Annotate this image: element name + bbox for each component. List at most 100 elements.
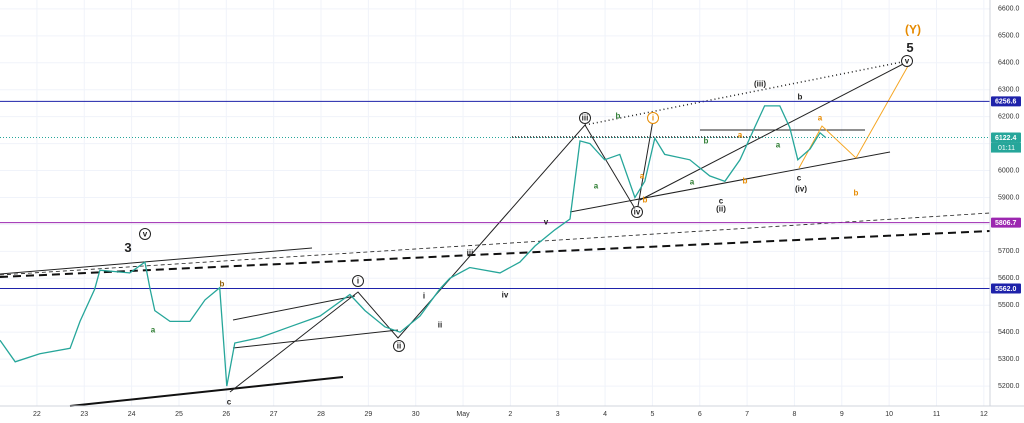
y-tick-label: 6500.0 <box>998 33 1020 40</box>
wave-label: b <box>854 189 859 198</box>
wave-label: iv <box>502 291 509 300</box>
trendline <box>569 151 891 213</box>
trendline <box>69 376 344 407</box>
trendline <box>0 212 991 276</box>
y-tick-label: 6300.0 <box>998 87 1020 94</box>
price-tag-label: 6256.6 <box>995 99 1017 106</box>
channel-line <box>232 295 356 321</box>
channel-line <box>232 329 399 349</box>
x-tick-label: 27 <box>270 411 278 418</box>
annotation-circle <box>631 206 643 218</box>
price-tag-label: 6122.4 <box>995 135 1017 142</box>
annotation-circle <box>352 275 364 287</box>
y-tick-label: 5500.0 <box>998 302 1020 309</box>
x-tick-label: 26 <box>222 411 230 418</box>
trendline <box>0 230 991 278</box>
y-tick-label: 5900.0 <box>998 194 1020 201</box>
wave-label: iv <box>634 208 641 217</box>
y-tick-label: 5200.0 <box>998 383 1020 390</box>
y-tick-label: 6600.0 <box>998 6 1020 13</box>
countdown-tag <box>991 142 1021 153</box>
y-tick-label: 5700.0 <box>998 248 1020 255</box>
x-tick-label: 7 <box>745 411 749 418</box>
wave-label: c <box>719 197 724 206</box>
y-tick-label: 5600.0 <box>998 275 1020 282</box>
wave-label: a <box>776 141 781 150</box>
x-tick-label: 6 <box>698 411 702 418</box>
y-tick-label: 5400.0 <box>998 329 1020 336</box>
annotation-circle <box>579 112 591 124</box>
x-tick-label: 3 <box>556 411 560 418</box>
price-tag <box>991 96 1021 107</box>
x-tick-label: 22 <box>33 411 41 418</box>
x-tick-label: 5 <box>650 411 654 418</box>
trendline <box>0 247 313 275</box>
wave-label: v <box>905 57 910 66</box>
wave-label: i <box>423 292 425 301</box>
grid <box>0 0 990 406</box>
x-tick-label: 25 <box>175 411 183 418</box>
wave-label: (ii) <box>716 205 726 214</box>
price-tag <box>991 132 1021 143</box>
wave-label: c <box>227 398 232 407</box>
x-tick-label: 12 <box>980 411 988 418</box>
x-tick-label: 30 <box>412 411 420 418</box>
wave-label: i <box>652 114 654 123</box>
wave-label: b <box>220 280 225 289</box>
wave-label: a <box>151 326 156 335</box>
wave-drawings <box>0 60 991 407</box>
wave-label: ii <box>438 321 442 330</box>
x-tick-label: 24 <box>128 411 136 418</box>
x-tick-label: 29 <box>364 411 372 418</box>
wave-label: b <box>616 112 621 121</box>
annotation-circle <box>393 340 405 352</box>
wave-label: (iii) <box>754 80 766 89</box>
wave-label: b <box>743 177 748 186</box>
x-tick-label: 28 <box>317 411 325 418</box>
projection-path <box>798 65 909 169</box>
x-tick-label: 2 <box>508 411 512 418</box>
annotation-circle <box>139 228 151 240</box>
wave-label: b <box>704 137 709 146</box>
y-tick-label: 5300.0 <box>998 356 1020 363</box>
annotation-circle <box>647 112 659 124</box>
wave-label: a <box>738 131 743 140</box>
wave-label: 3 <box>124 240 131 255</box>
x-tick-label: May <box>456 411 470 418</box>
wave-label: 5 <box>906 40 913 55</box>
wave-label: (iv) <box>795 185 807 194</box>
x-tick-label: 11 <box>933 411 940 418</box>
dotted-trendline <box>584 60 908 126</box>
wave-label: iii <box>582 114 589 123</box>
wave-label: a <box>640 172 645 181</box>
price-line-series <box>0 105 827 387</box>
wave-label: (Y) <box>905 23 921 37</box>
price-tag-label: 5806.7 <box>995 220 1017 227</box>
y-tick-label: 6200.0 <box>998 113 1020 120</box>
x-tick-label: 9 <box>840 411 844 418</box>
y-tick-label: 6000.0 <box>998 167 1020 174</box>
wave-label: a <box>594 182 599 191</box>
wave-label: a <box>818 114 823 123</box>
price-tag-label: 5562.0 <box>995 286 1017 293</box>
price-series <box>0 105 827 387</box>
x-tick-label: 8 <box>793 411 797 418</box>
wave-label: c <box>797 174 802 183</box>
annotation-circle <box>901 55 913 67</box>
wave-label: ii <box>397 342 401 351</box>
x-tick-label: 4 <box>603 411 607 418</box>
axes: 5200.05300.05400.05500.05600.05700.05800… <box>33 6 1021 418</box>
y-tick-label: 6400.0 <box>998 60 1020 67</box>
wave-label: i <box>357 277 359 286</box>
trendline <box>639 61 908 201</box>
wave-label: v <box>544 218 549 227</box>
wave-label: v <box>143 230 148 239</box>
wave-label: a <box>690 178 695 187</box>
price-tag <box>991 283 1021 294</box>
x-tick-label: 10 <box>885 411 893 418</box>
wave-path <box>229 119 654 393</box>
